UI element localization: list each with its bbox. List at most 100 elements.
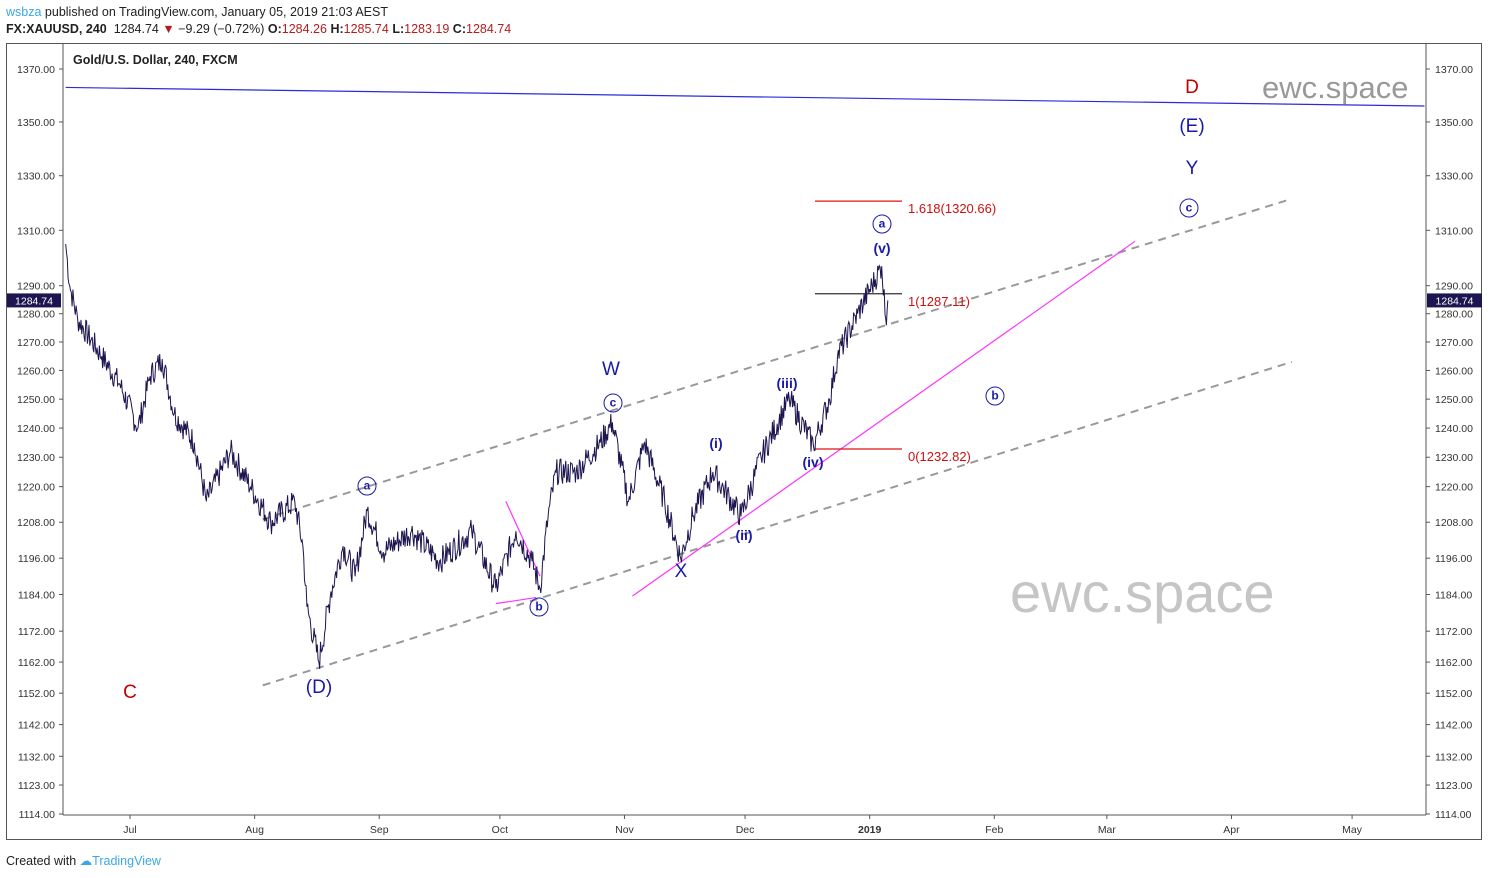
lower-channel: [262, 360, 1293, 687]
last-price-label: 1284.74: [15, 295, 53, 307]
y-tick-label-left: 1350.00: [17, 117, 55, 129]
x-tick-label: May: [1342, 824, 1363, 836]
x-tick-label: Mar: [1098, 824, 1117, 836]
watermark-top: ewc.space: [1262, 70, 1409, 105]
y-tick-label-left: 1162.00: [18, 657, 55, 669]
footer: Created with ☁TradingView: [6, 853, 161, 868]
wave-ii: (ii): [735, 527, 753, 543]
y-tick-label-right: 1240.00: [1435, 423, 1473, 435]
y-tick-label-right: 1220.00: [1435, 482, 1473, 494]
y-tick-label-left: 1220.00: [17, 482, 55, 494]
y-tick-label-left: 1310.00: [17, 225, 55, 237]
y-tick-label-left: 1196.00: [18, 553, 55, 565]
wave-b2-circled: b: [985, 386, 1005, 406]
y-tick-label-left: 1208.00: [17, 517, 55, 529]
x-tick-label: Dec: [736, 824, 755, 836]
upper-channel: [262, 197, 1293, 521]
wave-a-circled: a: [357, 476, 377, 496]
y-tick-label-left: 1172.00: [18, 626, 55, 638]
y-tick-label-right: 1250.00: [1435, 394, 1473, 406]
y-tick-label-right: 1370.00: [1435, 64, 1473, 76]
fib-0-label: 0(1232.82): [908, 449, 971, 464]
x-tick-label: Sep: [370, 824, 389, 836]
wave-Y: Y: [1185, 158, 1199, 179]
y-tick-label-right: 1310.00: [1435, 225, 1473, 237]
wave-iii: (iii): [776, 375, 798, 391]
b-wedge-lower: [495, 596, 537, 605]
tradingview-logo-icon: ☁: [79, 854, 93, 868]
y-tick-label-left: 1240.00: [17, 423, 55, 435]
open: 1284.26: [281, 22, 327, 36]
y-tick-label-right: 1132.00: [1435, 751, 1472, 763]
wave-a2-circled: a: [872, 214, 892, 234]
y-tick-label-right: 1196.00: [1435, 553, 1472, 565]
y-tick-label-left: 1260.00: [17, 365, 55, 377]
publish-text: published on TradingView.com, January 05…: [44, 5, 388, 19]
down-arrow-icon: ▼: [162, 22, 175, 36]
wave-c-circled: c: [603, 393, 623, 413]
wave-i: (i): [709, 435, 723, 451]
last-price: 1284.74: [113, 22, 159, 36]
chart-title: Gold/U.S. Dollar, 240, FXCM: [73, 53, 238, 67]
ohlc-bar: FX:XAUUSD, 240 1284.74 ▼ −9.29 (−0.72%) …: [6, 22, 511, 36]
change: −9.29 (−0.72%): [178, 22, 265, 36]
y-tick-label-right: 1330.00: [1435, 171, 1473, 183]
x-tick-label: Aug: [245, 824, 264, 836]
x-tick-label: Jul: [123, 824, 136, 836]
tradingview-link[interactable]: TradingView: [92, 854, 161, 868]
high: 1285.74: [343, 22, 389, 36]
y-tick-label-left: 1230.00: [17, 452, 55, 464]
fib-1618-label: 1.618(1320.66): [908, 201, 997, 216]
wave-b-circled: b: [529, 597, 549, 617]
y-tick-label-right: 1208.00: [1435, 517, 1473, 529]
wave-X: X: [674, 561, 688, 582]
y-tick-label-left: 1152.00: [18, 688, 55, 700]
close: 1284.74: [466, 22, 512, 36]
wave-W: W: [602, 359, 620, 380]
y-tick-label-right: 1260.00: [1435, 365, 1473, 377]
y-tick-label-right: 1114.00: [1435, 809, 1472, 821]
y-tick-label-left: 1250.00: [17, 394, 55, 406]
y-tick-label-right: 1142.00: [1435, 720, 1472, 732]
y-tick-label-right: 1162.00: [1435, 657, 1472, 669]
last-price-badge-left: [7, 293, 61, 308]
last-price-label: 1284.74: [1436, 295, 1474, 307]
trendline: [632, 240, 1136, 597]
y-tick-label-left: 1290.00: [17, 281, 55, 293]
high-label: H:: [330, 22, 344, 36]
y-tick-label-left: 1270.00: [17, 337, 55, 349]
y-tick-label-left: 1330.00: [17, 171, 55, 183]
low-label: L:: [392, 22, 405, 36]
y-tick-label-right: 1270.00: [1435, 337, 1473, 349]
chart-frame: [6, 43, 1482, 840]
y-tick-label-right: 1230.00: [1435, 452, 1473, 464]
price-series-line: [65, 244, 889, 669]
symbol: FX:XAUUSD, 240: [6, 22, 107, 36]
author-link[interactable]: wsbza: [6, 5, 42, 19]
low: 1283.19: [404, 22, 450, 36]
y-tick-label-right: 1172.00: [1435, 626, 1472, 638]
wave-v: (v): [873, 240, 891, 256]
y-tick-label-left: 1132.00: [18, 751, 55, 763]
y-tick-label-left: 1114.00: [19, 809, 56, 821]
resistance-line: [65, 86, 1425, 107]
x-tick-label: Oct: [492, 824, 508, 836]
wave-C: C: [123, 682, 137, 703]
watermark-center: ewc.space: [1010, 561, 1275, 624]
x-tick-label: Feb: [985, 824, 1003, 836]
publish-info: wsbza published on TradingView.com, Janu…: [6, 5, 388, 19]
y-tick-label-right: 1290.00: [1435, 281, 1473, 293]
wave-c2-circled: c: [1179, 198, 1199, 218]
y-tick-label-left: 1123.00: [18, 780, 55, 792]
y-tick-label-left: 1280.00: [17, 309, 55, 321]
created-with: Created with: [6, 854, 77, 868]
close-label: C:: [452, 22, 466, 36]
wave-D-red: D: [1185, 77, 1199, 98]
last-price-badge-right: [1427, 293, 1482, 308]
wave-iv: (iv): [802, 454, 824, 470]
y-tick-label-right: 1280.00: [1435, 309, 1473, 321]
wave-D: (D): [305, 677, 333, 698]
wave-E: (E): [1179, 116, 1205, 137]
